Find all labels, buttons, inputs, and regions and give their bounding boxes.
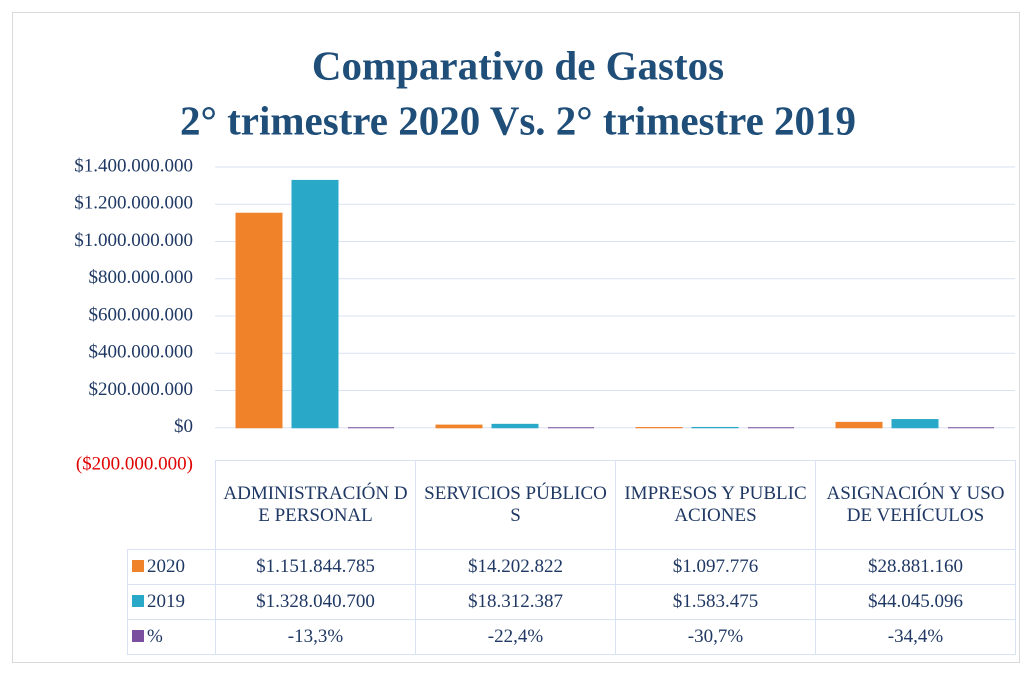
y-tick-label: ($200.000.000)	[76, 453, 193, 474]
series-row: % -13,3% -22,4% -30,7% -34,4%	[127, 619, 1016, 655]
blank-cell	[128, 461, 216, 550]
legend-swatch	[132, 560, 144, 572]
y-tick-label: $600.000.000	[89, 304, 194, 325]
category-label: ASIGNACIÓN Y USO DE VEHÍCULOS	[815, 460, 1016, 550]
y-tick-label: $0	[174, 416, 193, 437]
value-cell: -34,4%	[815, 619, 1016, 655]
legend-swatch	[132, 630, 144, 642]
value-cell: $44.045.096	[815, 584, 1016, 620]
chart-title: 2° trimestre 2020 Vs. 2° trimestre 2019	[180, 97, 856, 143]
y-tick-label: $1.200.000.000	[74, 193, 193, 214]
bar	[291, 179, 339, 429]
header-row: ADMINISTRACIÓN DE PERSONAL SERVICIOS PÚBL…	[128, 460, 1016, 550]
value-cell: $18.312.387	[415, 584, 616, 620]
bar	[435, 424, 483, 429]
bar	[235, 212, 283, 429]
legend-label: 2020	[147, 556, 185, 577]
value-cell: $28.881.160	[815, 549, 1016, 585]
legend-label: %	[147, 626, 163, 647]
legend-cell: 2019	[127, 584, 216, 620]
value-cell: -22,4%	[415, 619, 616, 655]
value-cell: $1.328.040.700	[215, 584, 416, 620]
category-label: SERVICIOS PÚBLICOS	[415, 460, 616, 550]
value-cell: $1.583.475	[615, 584, 816, 620]
chart-frame	[12, 12, 1020, 663]
category-label: ADMINISTRACIÓN DE PERSONAL	[215, 460, 416, 550]
chart-title: Comparativo de Gastos	[312, 42, 724, 88]
legend-label: 2019	[147, 591, 185, 612]
value-cell: $1.151.844.785	[215, 549, 416, 585]
value-cell: $1.097.776	[615, 549, 816, 585]
bar	[491, 423, 539, 429]
category-label: IMPRESOS Y PUBLICACIONES	[615, 460, 816, 550]
bar	[891, 419, 939, 429]
series-row: 2019 $1.328.040.700 $18.312.387 $1.583.475 $…	[127, 584, 1016, 620]
y-tick-label: $200.000.000	[89, 379, 194, 400]
bar	[835, 421, 883, 429]
value-cell: $14.202.822	[415, 549, 616, 585]
data-table: ADMINISTRACIÓN DE PERSONAL SERVICIOS PÚBL…	[127, 460, 1016, 655]
legend-cell: %	[127, 619, 216, 655]
y-tick-label: $800.000.000	[89, 267, 194, 288]
value-cell: -30,7%	[615, 619, 816, 655]
legend-cell: 2020	[127, 549, 216, 585]
y-tick-label: $1.400.000.000	[74, 155, 193, 176]
y-tick-label: $1.000.000.000	[74, 230, 193, 251]
y-tick-label: $400.000.000	[89, 342, 194, 363]
legend-swatch	[132, 595, 144, 607]
value-cell: -13,3%	[215, 619, 416, 655]
series-row: 2020 $1.151.844.785 $14.202.822 $1.097.776 $…	[127, 549, 1016, 585]
